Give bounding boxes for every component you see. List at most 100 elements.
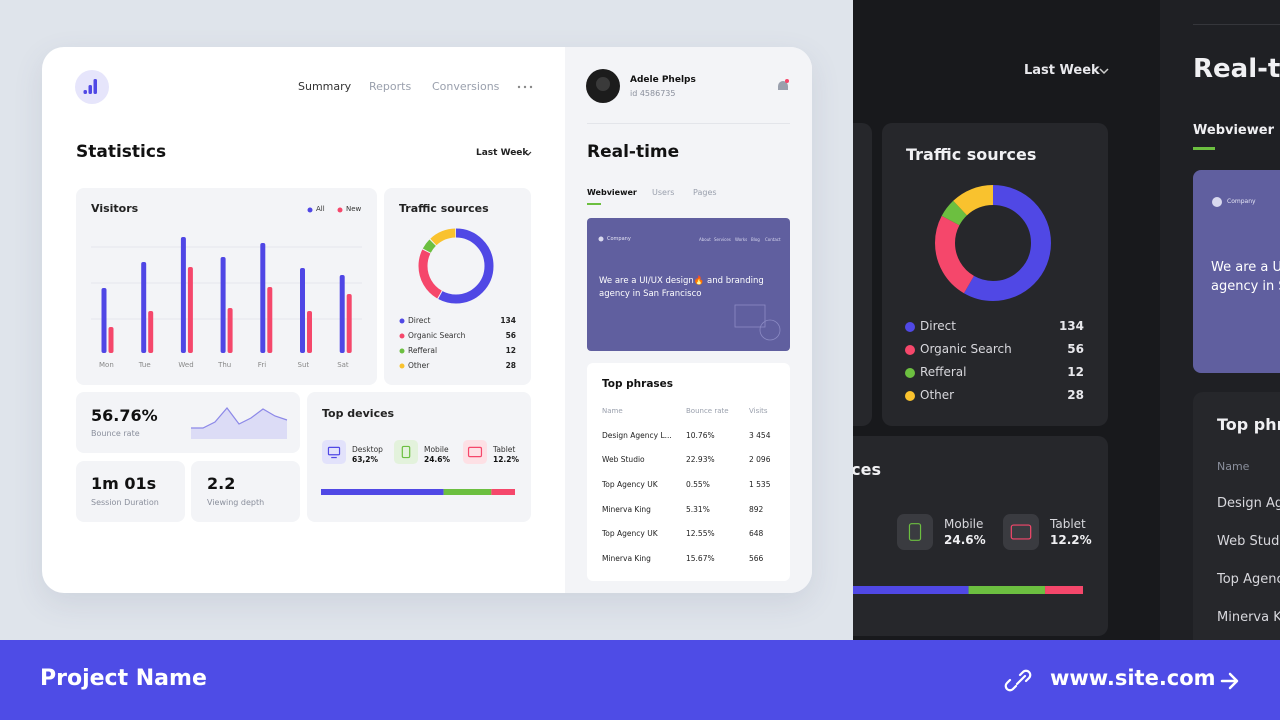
- device-name: Desktop: [853, 518, 854, 530]
- chevron: [1099, 68, 1109, 75]
- x-tick-label: Sut: [297, 361, 310, 370]
- card-title: Top devices: [322, 406, 395, 420]
- legend-label: Direct: [408, 315, 431, 325]
- widget-card: [76, 188, 377, 385]
- dark-preview: Last Week Traffic sources Direct 134 Organic…: [853, 0, 1280, 640]
- metric-value: 2.2: [207, 474, 236, 494]
- table-cell: Design Agency L...: [602, 430, 672, 440]
- preview-menu: Services: [714, 236, 731, 242]
- table-cell: 10.76%: [686, 430, 715, 440]
- preview-menu: Contact: [765, 236, 781, 242]
- legend-value: 12: [505, 346, 516, 355]
- table-cell: Top Agency UK: [602, 529, 658, 539]
- link-icon: [1004, 669, 1032, 692]
- column-header: Name: [602, 407, 623, 416]
- legend-value: 28: [505, 361, 516, 370]
- card-title: Traffic sources: [906, 145, 1037, 165]
- card-title: Top phrases: [1217, 415, 1280, 435]
- legend-label: Organic Search: [408, 330, 466, 340]
- preview-menu: About: [699, 236, 711, 242]
- table-cell: Top Agency UK: [602, 480, 658, 490]
- preview-brand: Company: [1227, 197, 1256, 205]
- device-name: Desktop: [352, 444, 383, 454]
- x-tick-label: Thu: [218, 361, 232, 370]
- table-cell: 5.31%: [686, 504, 710, 514]
- nav-tab[interactable]: Reports: [369, 79, 412, 93]
- x-tick-label: Sat: [337, 361, 349, 370]
- card-title: Traffic sources: [399, 201, 489, 215]
- legend-value: 134: [1058, 319, 1084, 333]
- tab[interactable]: Pages: [693, 187, 717, 197]
- page-title: Statistics: [76, 141, 167, 162]
- user-name: Adele Phelps: [630, 75, 696, 86]
- table-cell: Minerva King: [1217, 609, 1280, 625]
- device-share: 24.6%: [424, 454, 451, 464]
- table-cell: 1 535: [749, 480, 771, 490]
- metric-label: Viewing depth: [207, 497, 265, 507]
- widget-card: [76, 461, 185, 522]
- preview-card: [587, 218, 790, 351]
- phrases-card: [587, 363, 790, 581]
- section-title: Real-time: [587, 141, 680, 162]
- widget-card: [853, 436, 1108, 636]
- arrow-icon: [1220, 672, 1239, 690]
- divider: [587, 123, 790, 124]
- phrases-card: [1193, 392, 1280, 640]
- table-cell: Web Studio: [602, 455, 645, 465]
- legend-value: 134: [500, 316, 516, 325]
- tab[interactable]: Webviewer: [1193, 122, 1274, 138]
- column-header: Bounce rate: [686, 407, 729, 416]
- widget-card: [853, 123, 872, 426]
- project-name: Project Name: [40, 665, 207, 691]
- table-cell: Design Agency L...: [1217, 495, 1280, 511]
- widget-card: [191, 461, 300, 522]
- table-cell: 3 454: [749, 430, 771, 440]
- tab-indicator: [587, 203, 601, 205]
- period-select[interactable]: Last Week: [476, 148, 529, 159]
- table-cell: 892: [749, 504, 764, 514]
- footer: Project Name www.site.com: [0, 640, 1280, 720]
- x-tick-label: Tue: [138, 361, 151, 370]
- legend-label: Other: [920, 388, 955, 403]
- device-share: 24.6%: [944, 533, 986, 548]
- tab[interactable]: Users: [652, 187, 675, 197]
- card-title: Visitors: [91, 201, 139, 215]
- metric-label: Session Duration: [91, 497, 159, 507]
- legend-value: 28: [1067, 388, 1084, 402]
- x-tick-label: Fri: [257, 361, 267, 370]
- device-share: 63,2%: [352, 454, 379, 464]
- legend-label: Refferal: [920, 365, 967, 380]
- device-name: Tablet: [493, 444, 516, 454]
- device-name: Tablet: [1050, 517, 1086, 532]
- table-cell: 2 096: [749, 455, 771, 465]
- legend-value: 12: [1067, 365, 1084, 379]
- preview-card: [1193, 170, 1280, 373]
- device-name: Mobile: [944, 517, 984, 532]
- period-select[interactable]: Last Week: [1024, 62, 1100, 78]
- table-cell: 0.55%: [686, 480, 710, 490]
- metric-label: Bounce rate: [91, 428, 140, 438]
- table-cell: Minerva King: [602, 504, 651, 514]
- tab-indicator: [1193, 147, 1215, 150]
- legend-label: Other: [408, 360, 430, 370]
- x-tick-label: Wed: [178, 361, 194, 370]
- tab[interactable]: Webviewer: [587, 187, 637, 197]
- widget-card: [882, 123, 1108, 426]
- column-header: Name: [1217, 459, 1250, 473]
- table-cell: 22.93%: [686, 455, 715, 465]
- preview-headline: We are a UI/UX design🔥 and branding agen…: [1211, 260, 1280, 294]
- device-share: 12.2%: [493, 454, 520, 464]
- nav-tab[interactable]: Summary: [298, 79, 352, 93]
- user-id: id 4586735: [630, 88, 676, 98]
- metric-value: 1m 01s: [91, 474, 157, 494]
- divider: [1193, 24, 1280, 25]
- legend-label: Organic Search: [920, 342, 1012, 357]
- device-name: Mobile: [424, 444, 449, 454]
- site-link[interactable]: www.site.com: [1050, 666, 1216, 691]
- x-tick-label: Mon: [99, 361, 114, 370]
- nav-tab[interactable]: Conversions: [432, 79, 500, 93]
- table-cell: Web Studio: [1217, 533, 1280, 549]
- preview-menu: Works: [735, 236, 748, 242]
- table-cell: Minerva King: [602, 553, 651, 563]
- column-header: Visits: [749, 407, 768, 416]
